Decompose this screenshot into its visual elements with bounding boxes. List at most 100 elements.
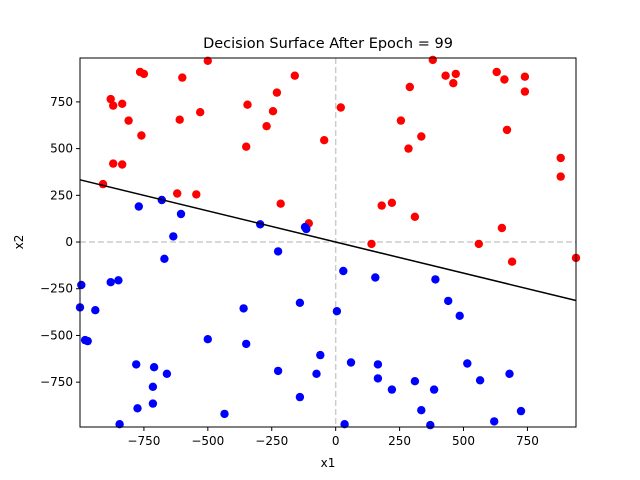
data-point — [178, 73, 187, 82]
chart-title: Decision Surface After Epoch = 99 — [203, 36, 453, 52]
y-tick-label: 250 — [50, 188, 73, 202]
data-point — [316, 350, 325, 360]
data-point — [371, 273, 380, 282]
data-point — [428, 55, 437, 65]
data-point — [556, 172, 565, 181]
data-point — [320, 136, 329, 145]
x-tick-label: 250 — [388, 434, 411, 448]
data-point — [203, 56, 212, 65]
data-point — [346, 358, 356, 367]
decision-boundary-group — [79, 179, 577, 302]
data-point — [404, 144, 413, 153]
data-point — [262, 122, 271, 131]
y-tick-label: 750 — [50, 95, 73, 109]
x-tick-label: 750 — [516, 434, 539, 448]
data-point — [124, 116, 133, 125]
data-point — [405, 82, 414, 92]
data-point — [272, 88, 282, 97]
data-point — [109, 159, 118, 168]
data-point — [148, 382, 158, 391]
data-point — [83, 336, 92, 346]
data-point — [173, 189, 182, 198]
data-point — [410, 377, 420, 386]
y-tick-label: −250 — [40, 282, 73, 296]
data-point — [520, 87, 530, 96]
x-tick-label: 0 — [332, 434, 340, 448]
data-point — [273, 366, 283, 376]
data-point — [507, 257, 517, 266]
data-point — [276, 199, 285, 208]
y-tick-label: −750 — [40, 375, 73, 389]
data-point — [417, 132, 426, 141]
data-point — [77, 280, 86, 290]
data-point — [220, 409, 229, 419]
data-point — [451, 69, 460, 79]
data-point — [497, 223, 507, 233]
data-point — [367, 239, 376, 249]
x-axis-label: x1 — [321, 456, 336, 470]
data-point — [295, 392, 305, 402]
data-point — [118, 160, 127, 169]
data-point — [429, 385, 439, 394]
decision-boundary-line — [79, 179, 577, 302]
data-point — [520, 72, 530, 81]
data-points — [75, 55, 581, 430]
data-point — [373, 374, 383, 383]
data-point — [176, 209, 186, 219]
data-point — [115, 420, 124, 429]
data-point — [162, 369, 172, 378]
data-point — [463, 359, 472, 368]
data-point — [387, 385, 397, 394]
data-point — [242, 142, 251, 151]
data-point — [417, 406, 426, 415]
data-point — [106, 94, 115, 104]
data-point — [502, 125, 512, 135]
data-point — [449, 79, 458, 88]
x-tick-label: −250 — [255, 434, 288, 448]
data-point — [444, 296, 453, 306]
x-tick-label: −750 — [127, 434, 160, 448]
data-point — [137, 131, 146, 140]
data-point — [312, 369, 321, 378]
x-axis-ticks: −750 −500 −250 0 250 500 750 — [127, 427, 539, 448]
data-point — [160, 254, 169, 263]
data-point — [169, 232, 178, 241]
data-point — [192, 190, 201, 199]
data-point — [175, 115, 184, 124]
data-point — [475, 376, 485, 385]
data-point — [332, 307, 342, 316]
y-axis-ticks: −750 −500 −250 0 250 500 750 — [40, 95, 80, 389]
data-point — [203, 335, 212, 344]
data-point — [339, 266, 348, 276]
data-point — [340, 420, 349, 429]
data-point — [148, 399, 158, 408]
data-point — [114, 276, 123, 285]
data-point — [268, 107, 278, 116]
data-point — [109, 101, 118, 110]
data-point — [377, 201, 386, 210]
data-point — [455, 311, 464, 320]
x-tick-label: −500 — [191, 434, 224, 448]
data-point — [516, 406, 526, 416]
data-point — [273, 247, 283, 256]
data-point — [396, 116, 406, 125]
data-point — [134, 202, 143, 211]
data-point — [132, 360, 141, 369]
x-tick-label: 500 — [452, 434, 475, 448]
data-point — [556, 153, 565, 163]
y-axis-label: x2 — [12, 235, 26, 250]
data-point — [505, 369, 514, 378]
data-point — [441, 71, 450, 80]
data-point — [426, 420, 435, 430]
data-point — [410, 212, 420, 221]
y-tick-label: 0 — [65, 235, 73, 249]
data-point — [242, 339, 251, 349]
data-point — [118, 99, 127, 109]
data-point — [196, 108, 205, 117]
data-point — [106, 278, 115, 287]
data-point — [490, 417, 499, 426]
data-point — [290, 71, 299, 80]
data-point — [302, 224, 311, 234]
data-point — [133, 404, 142, 413]
